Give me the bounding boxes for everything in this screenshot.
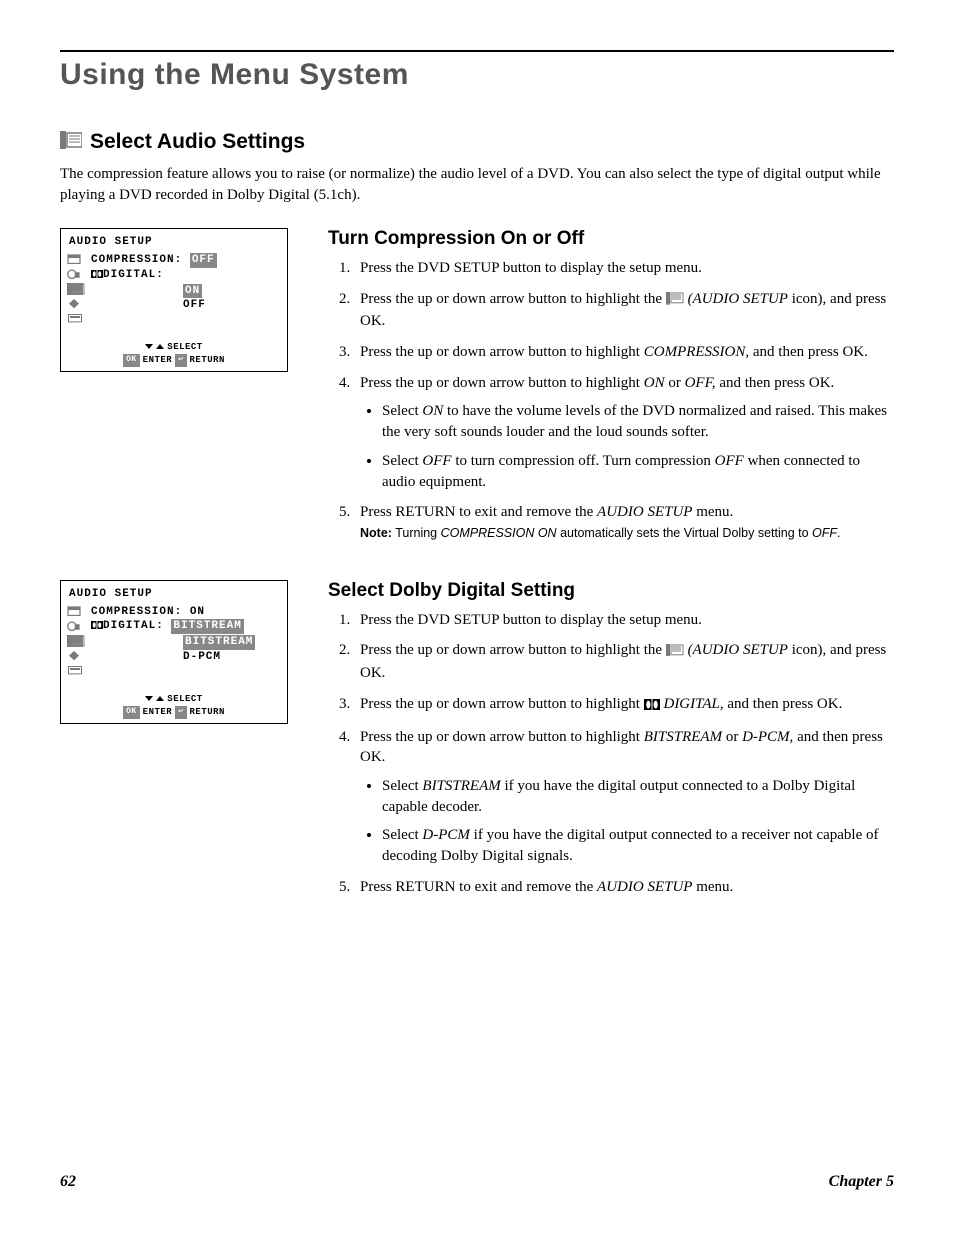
screenshot-audio-setup-compression: AUDIO SETUP COMPRESSION: OFFDIGITAL:ONOF… [60,228,288,372]
ss2-title: AUDIO SETUP [69,587,281,602]
ss-menu-option: BITSTREAM [91,635,281,650]
dolby-steps: Press the DVD SETUP button to display th… [328,610,894,898]
ss1-title: AUDIO SETUP [69,235,281,250]
audio-virtual-icon [67,650,83,662]
bullet-item: Select BITSTREAM if you have the digital… [382,776,894,817]
ss-menu-row: DIGITAL: BITSTREAM [91,619,281,635]
chapter-title: Using the Menu System [60,58,894,92]
ss-menu-option: D-PCM [91,650,281,665]
top-rule [60,50,894,52]
section-title: Select Audio Settings [90,130,305,154]
ss1-nav-ok: OK [123,354,140,367]
ss-menu-row: COMPRESSION: ON [91,605,281,620]
ss-menu-option: OFF [91,298,281,313]
bullet-item: Select OFF to turn compression off. Turn… [382,451,894,492]
step-item: Press the up or down arrow button to hig… [354,640,894,683]
section-header-row: Select Audio Settings [60,130,894,154]
ss1-icon-column [67,253,85,325]
compression-heading: Turn Compression On or Off [328,228,894,250]
audio-setup-icon [666,642,684,663]
caption-icon [67,665,83,677]
step-item: Press RETURN to exit and remove the AUDI… [354,502,894,542]
ss-menu-option: ON [91,284,281,299]
loop-lock-icon [67,620,83,632]
ss2-nav-ok: OK [123,706,140,719]
select-tv-icon [67,605,83,617]
ss2-nav-enter: ENTER [143,706,173,718]
dolby-icon [644,696,660,717]
page-footer: 62 Chapter 5 [60,1173,894,1191]
audio-virtual-icon [67,298,83,310]
ss1-nav-return: RETURN [190,354,225,366]
compression-block: AUDIO SETUP COMPRESSION: OFFDIGITAL:ONOF… [60,228,894,552]
audio-setup-icon [666,291,684,312]
section-intro: The compression feature allows you to ra… [60,164,894,206]
step-note: Note: Turning COMPRESSION ON automatical… [360,525,894,542]
ss2-nav: SELECT OK ENTER ↩ RETURN [67,693,281,719]
caption-icon [67,313,83,325]
step-item: Press the DVD SETUP button to display th… [354,258,894,279]
step-bullets: Select BITSTREAM if you have the digital… [360,776,894,867]
page-number: 62 [60,1173,76,1191]
dolby-heading: Select Dolby Digital Setting [328,580,894,602]
audio-setup-icon [67,283,83,295]
ss-menu-row: COMPRESSION: OFF [91,253,281,268]
step-item: Press the up or down arrow button to hig… [354,694,894,717]
compression-steps: Press the DVD SETUP button to display th… [328,258,894,542]
ss2-icon-column [67,605,85,677]
chapter-label: Chapter 5 [829,1173,894,1191]
ss2-nav-select: SELECT [167,693,202,705]
step-bullets: Select ON to have the volume levels of t… [360,401,894,492]
return-arrow-icon: ↩ [175,354,186,367]
step-item: Press the up or down arrow button to hig… [354,373,894,492]
loop-lock-icon [67,268,83,280]
ss1-nav-select: SELECT [167,341,202,353]
step-item: Press RETURN to exit and remove the AUDI… [354,877,894,898]
step-item: Press the up or down arrow button to hig… [354,727,894,867]
select-tv-icon [67,253,83,265]
audio-setup-icon [67,635,83,647]
dolby-block: AUDIO SETUP COMPRESSION: ONDIGITAL: BITS… [60,580,894,908]
audio-setup-icon [60,131,82,154]
step-item: Press the up or down arrow button to hig… [354,289,894,332]
step-item: Press the DVD SETUP button to display th… [354,610,894,631]
bullet-item: Select ON to have the volume levels of t… [382,401,894,442]
step-item: Press the up or down arrow button to hig… [354,342,894,363]
ss1-nav: SELECT OK ENTER ↩ RETURN [67,341,281,367]
screenshot-audio-setup-dolby: AUDIO SETUP COMPRESSION: ONDIGITAL: BITS… [60,580,288,724]
ss-menu-row: DIGITAL: [91,268,281,284]
bullet-item: Select D-PCM if you have the digital out… [382,825,894,866]
return-arrow-icon: ↩ [175,706,186,719]
ss2-nav-return: RETURN [190,706,225,718]
ss1-nav-enter: ENTER [143,354,173,366]
